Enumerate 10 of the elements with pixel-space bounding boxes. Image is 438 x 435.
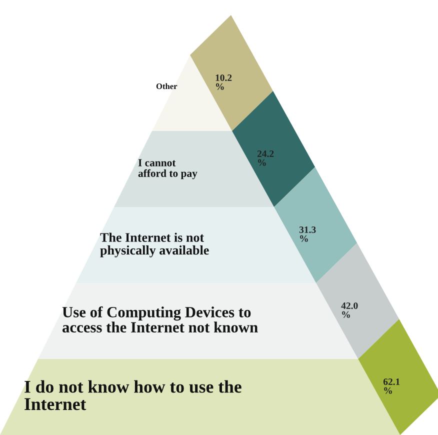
data-label: 42.0 % — [341, 302, 358, 318]
category-label: The Internet is not physically available — [100, 232, 209, 258]
data-label: 62.1 % — [383, 378, 400, 394]
data-label: 10.2 % — [216, 74, 232, 90]
category-label: Other — [156, 83, 178, 90]
data-label: 24.2 % — [257, 150, 274, 166]
category-label: Use of Computing Devices to access the Internet not known — [62, 306, 258, 333]
category-label: I cannot afford to pay — [138, 159, 198, 180]
data-label: 31.3 % — [299, 226, 316, 242]
category-label: I do not know how to use the Internet — [24, 380, 242, 410]
